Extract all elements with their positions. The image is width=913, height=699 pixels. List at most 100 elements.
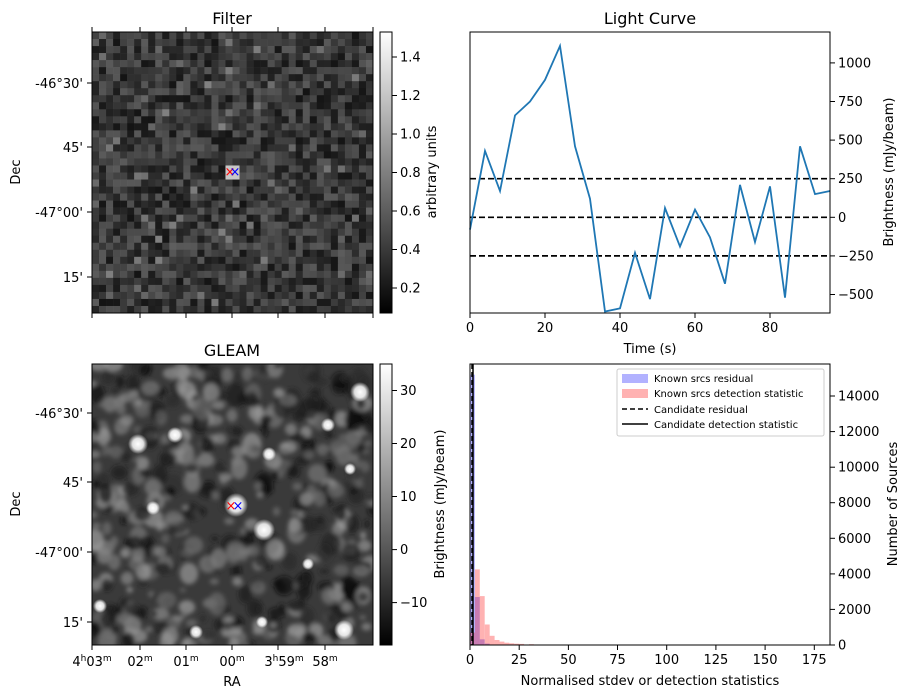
light-curve-panel: 0 20 40 60 80 −500 −250 0 250 500 750 1000 Light Cu… — [466, 9, 897, 357]
gleam-dec-tick: -47°00' — [35, 546, 83, 561]
gleam-source — [350, 382, 370, 402]
histogram-xtick-label: 50 — [560, 653, 577, 668]
histogram-ytick-label: 14000 — [838, 390, 879, 405]
histogram-ytick-label: 10000 — [838, 461, 879, 476]
light-curve-xlabel: Time (s) — [623, 342, 677, 357]
filter-dec-tick: 15' — [63, 271, 83, 286]
gleam-source — [262, 447, 276, 461]
gleam-source — [334, 620, 354, 640]
filter-title: Filter — [212, 9, 252, 28]
gleam-source — [128, 434, 148, 454]
histogram-ytick-label: 2000 — [838, 603, 871, 618]
histogram-frame — [469, 363, 831, 646]
legend-label: Candidate residual — [654, 405, 748, 416]
histogram-bar — [509, 643, 515, 645]
filter-dec-tick: -47°00' — [35, 206, 83, 221]
gleam-xlabel: RA — [223, 675, 241, 690]
colorbar-tick-label: 0 — [400, 543, 408, 558]
histogram-bar — [504, 642, 510, 645]
gleam-panel: GLEAM Dec RA -46°30' 45' -47°00' 15' 4h0… — [9, 341, 448, 690]
histogram-ytick-label: 8000 — [838, 496, 871, 511]
colorbar-tick-label: 0.8 — [400, 166, 421, 181]
gleam-source — [189, 625, 203, 639]
filter-dec-tick: -46°30' — [35, 77, 83, 92]
light-curve-ytick-label: 500 — [838, 134, 863, 149]
gleam-ra-ticks: 4h03m 02m 01m 00m 3h59m 58m — [72, 645, 338, 670]
histogram-xtick-label: 25 — [511, 653, 528, 668]
light-curve-ylabel: Brightness (mJy/beam) — [882, 98, 897, 247]
candidate-marker-blue: × — [233, 499, 244, 514]
legend-label: Candidate detection statistic — [654, 420, 798, 431]
filter-dec-ticks: -46°30' 45' -47°00' 15' — [35, 77, 92, 286]
gleam-source — [344, 463, 356, 475]
light-curve-xtick-label: 40 — [612, 321, 629, 336]
histogram-xtick-label: 150 — [753, 653, 778, 668]
light-curve-frame — [469, 31, 831, 314]
histogram-ytick-label: 12000 — [838, 425, 879, 440]
histogram-bar — [514, 643, 520, 645]
gleam-source — [93, 599, 107, 613]
candidate-marker-red: × — [226, 499, 237, 514]
colorbar-tick-label: 20 — [400, 437, 417, 452]
light-curve-ytick-label: −500 — [838, 288, 874, 303]
colorbar-tick-label: 1.2 — [400, 89, 421, 104]
ra-tick-label: 58m — [312, 654, 337, 670]
light-curve-xtick-label: 0 — [466, 321, 474, 336]
legend-label: Known srcs residual — [654, 374, 753, 385]
histogram-xtick-label: 125 — [703, 653, 728, 668]
histogram-bar — [479, 596, 485, 645]
gleam-colorbar-label: Brightness (mJy/beam) — [433, 430, 448, 579]
histogram-bar — [484, 643, 490, 645]
histogram-xlabel: Normalised stdev or detection statistics — [521, 674, 780, 689]
ra-tick-label: 00m — [219, 654, 244, 670]
colorbar-tick-label: 0.2 — [400, 282, 421, 297]
histogram-ytick-label: 4000 — [838, 567, 871, 582]
histogram-ytick-label: 0 — [838, 639, 846, 654]
gleam-source — [321, 418, 335, 432]
legend-swatch-blue — [622, 374, 648, 383]
histogram-bar — [474, 597, 480, 645]
light-curve-xtick-label: 80 — [762, 321, 779, 336]
filter-ra-ticks — [91, 27, 374, 318]
gleam-colorbar: −10 0 10 20 30 Brightness (mJy/beam) — [379, 363, 448, 646]
histogram-xtick-label: 75 — [609, 653, 626, 668]
gleam-dec-tick: 45' — [63, 476, 83, 491]
gleam-ylabel: Dec — [9, 491, 24, 516]
gleam-candidate-markers: × × — [226, 499, 244, 514]
gleam-source — [146, 501, 160, 515]
filter-colorbar-label: arbitrary units — [425, 125, 440, 218]
light-curve-title: Light Curve — [604, 9, 696, 28]
ra-tick-label: 4h03m — [72, 654, 111, 670]
colorbar-tick-label: 1.0 — [400, 128, 421, 143]
light-curve-series — [469, 42, 831, 313]
colorbar-tick-label: −10 — [400, 596, 427, 611]
histogram-bar — [494, 640, 500, 645]
legend-box — [616, 368, 825, 437]
histogram-bar — [499, 641, 505, 645]
filter-ylabel: Dec — [9, 159, 24, 184]
candidate-marker-blue: × — [230, 165, 241, 180]
histogram-xtick-label: 0 — [466, 653, 474, 668]
gleam-image — [92, 364, 373, 645]
gleam-source — [253, 519, 275, 541]
histogram-xtick-label: 100 — [654, 653, 679, 668]
filter-panel: Filter Dec -46°30' 45' -47°00' 15' × × — [9, 9, 440, 318]
gleam-source — [302, 558, 314, 570]
light-curve-ytick-label: 1000 — [838, 56, 871, 71]
gleam-dec-ticks: -46°30' 45' -47°00' 15' — [35, 407, 92, 631]
histogram-legend: Known srcs residual Known srcs detection… — [616, 368, 825, 437]
histogram-xtick-label: 175 — [802, 653, 827, 668]
gleam-dec-tick: -46°30' — [35, 407, 83, 422]
legend-label: Known srcs detection statistic — [654, 389, 803, 400]
light-curve-ytick-label: 750 — [838, 95, 863, 110]
histogram-bar — [489, 635, 495, 645]
filter-candidate-markers: × × — [225, 165, 241, 180]
histogram-ytick-label: 6000 — [838, 532, 871, 547]
gleam-source — [224, 493, 248, 517]
light-curve-ytick-label: 250 — [838, 172, 863, 187]
colorbar-tick-label: 0.6 — [400, 205, 421, 220]
gleam-source — [167, 427, 183, 443]
histogram-bar — [474, 569, 480, 645]
gleam-dec-tick: 15' — [63, 616, 83, 631]
